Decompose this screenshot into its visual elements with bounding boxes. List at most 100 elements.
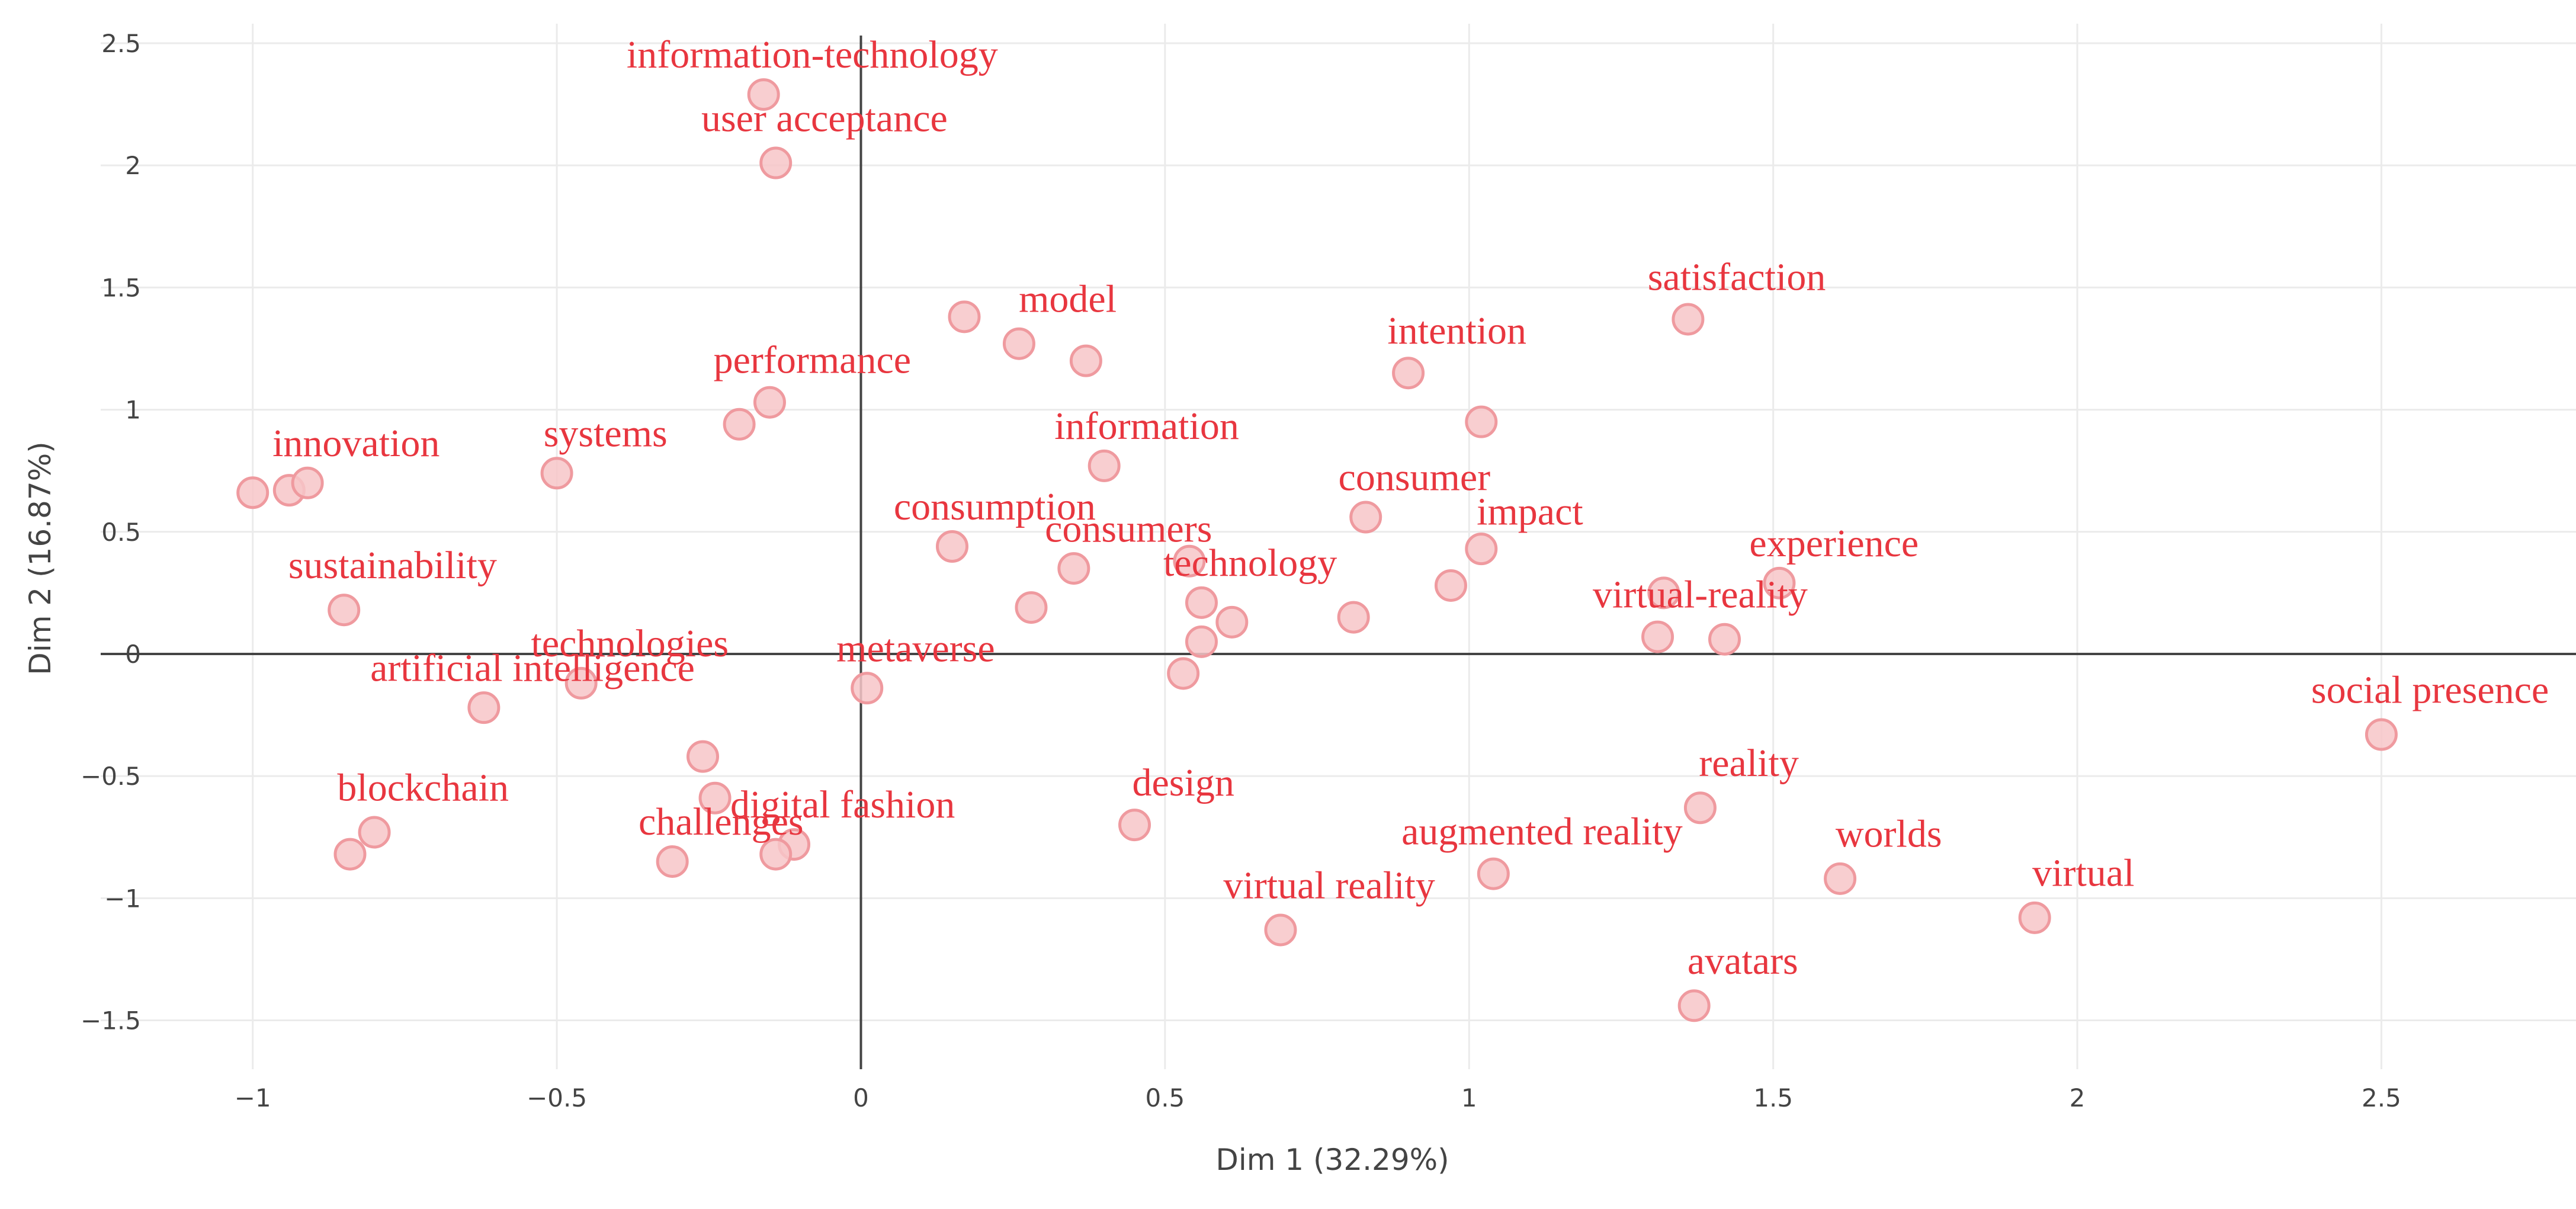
data-point [2365,718,2398,751]
data-point [333,838,367,871]
point-label: avatars [1688,939,1798,983]
data-point [1087,449,1121,482]
point-label: design [1133,761,1234,804]
point-label: consumer [1339,456,1491,499]
y-tick-label: −0.5 [81,762,141,791]
y-tick-label: 0.5 [101,518,141,547]
point-label: blockchain [337,766,509,809]
y-tick-label: 2.5 [101,29,141,58]
data-point [656,845,689,878]
data-point [1215,605,1249,639]
point-label: model [1019,278,1117,321]
data-point [1264,913,1297,947]
point-label: consumption [894,485,1096,528]
x-tick-label: 0.5 [1145,1083,1185,1112]
x-tick-label: 1.5 [1753,1083,1793,1112]
point-label: satisfaction [1648,255,1826,299]
point-label: systems [544,412,668,455]
point-label: virtual [2032,852,2134,895]
data-point [1672,303,1705,336]
data-point [747,78,780,111]
data-point [1185,586,1218,619]
data-point [1677,989,1711,1022]
point-label: information-technology [627,33,998,76]
data-point [1647,576,1680,610]
point-label: impact [1477,490,1583,533]
y-axis-ticks: −1.5 −1 −0.5 0 0.5 1 1.5 2 2.5 [81,29,141,1035]
x-tick-label: −0.5 [527,1083,587,1112]
data-point [1002,327,1035,360]
data-point [698,781,732,814]
zero-lines [101,36,2576,1069]
y-axis-title: Dim 2 (16.87%) [23,441,57,675]
point-label: metaverse [836,627,995,670]
point-label: consumers [1045,507,1212,550]
point-label: sustainability [288,544,497,587]
point-label: technologies [531,622,729,665]
data-point [1824,862,1857,895]
point-label: technology [1163,541,1337,585]
data-point [1173,544,1206,578]
data-point [1167,657,1200,690]
data-point [1349,501,1382,534]
x-tick-label: 1 [1461,1083,1477,1112]
y-tick-label: −1 [104,884,141,913]
data-point [1337,601,1370,634]
data-point [328,594,361,627]
data-points [236,78,2398,1022]
data-point [236,476,270,509]
data-point [291,466,324,499]
data-point [1477,857,1510,890]
data-point [1434,569,1467,602]
point-label: innovation [272,422,440,465]
point-label: performance [714,339,911,382]
point-label: challenges [639,800,804,844]
point-label: digital fashion [730,783,955,826]
point-label: reality [1699,742,1799,785]
data-point [851,672,884,705]
data-point [540,457,573,490]
data-point [686,740,720,773]
data-point [1015,591,1048,624]
data-point [1057,552,1090,585]
data-point [759,838,793,871]
point-label: information [1054,405,1239,448]
data-point [358,816,391,849]
data-point [1465,405,1498,438]
x-axis-ticks: −1 −0.5 0 0.5 1 1.5 2 2.5 [235,1083,2401,1112]
data-point [1118,809,1151,842]
x-tick-label: 0 [853,1083,869,1112]
x-tick-label: 2.5 [2362,1083,2401,1112]
point-label: experience [1749,522,1919,565]
data-point [935,530,968,563]
point-label: artificial intelligence [370,646,695,690]
point-label: intention [1387,309,1526,352]
point-label: virtual reality [1223,864,1435,907]
y-tick-label: −1.5 [81,1006,141,1035]
data-point [1641,620,1674,653]
data-point [723,408,756,441]
data-point [948,300,981,333]
point-label: user acceptance [701,97,948,140]
y-tick-label: 2 [125,151,141,180]
x-axis-title: Dim 1 (32.29%) [1215,1143,1449,1177]
point-label: virtual-reality [1593,573,1808,617]
data-point [2018,901,2051,934]
x-tick-label: 2 [2070,1083,2086,1112]
data-point [467,691,501,724]
data-point [1392,357,1425,390]
data-point [1763,566,1796,599]
data-point [753,386,786,419]
point-label: worlds [1836,813,1942,856]
data-point [1708,623,1741,656]
data-point [1465,533,1498,566]
y-tick-label: 0 [125,640,141,669]
y-tick-label: 1 [125,396,141,425]
data-point [564,666,598,700]
data-point [1185,625,1218,658]
x-tick-label: −1 [235,1083,271,1112]
data-point [1683,791,1717,825]
data-point [1069,344,1102,377]
y-tick-label: 1.5 [101,273,141,302]
